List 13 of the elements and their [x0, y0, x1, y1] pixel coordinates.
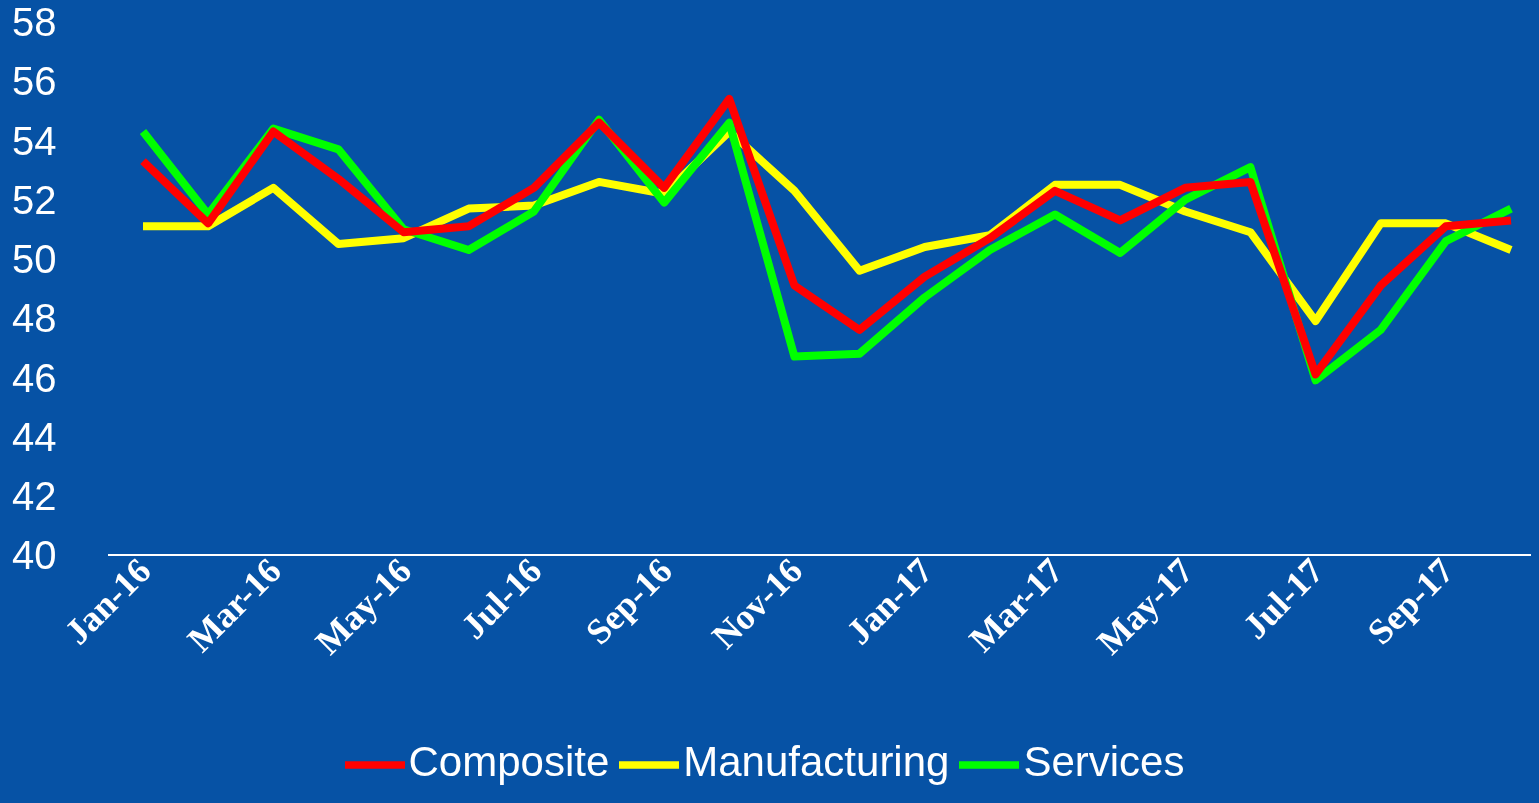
y-tick-label: 46: [12, 355, 57, 400]
y-tick-label: 44: [12, 414, 57, 459]
legend-label: Manufacturing: [683, 738, 950, 786]
y-tick-label: 54: [12, 118, 57, 163]
y-tick-label: 42: [12, 473, 57, 518]
y-tick-label: 50: [12, 237, 57, 282]
y-tick-label: 56: [12, 59, 57, 104]
y-tick-label: 58: [12, 0, 57, 45]
legend-label: Composite: [408, 738, 610, 786]
y-tick-label: 48: [12, 296, 57, 341]
legend-label: Services: [1023, 738, 1185, 786]
y-tick-label: 52: [12, 177, 57, 222]
y-tick-label: 40: [12, 533, 57, 578]
